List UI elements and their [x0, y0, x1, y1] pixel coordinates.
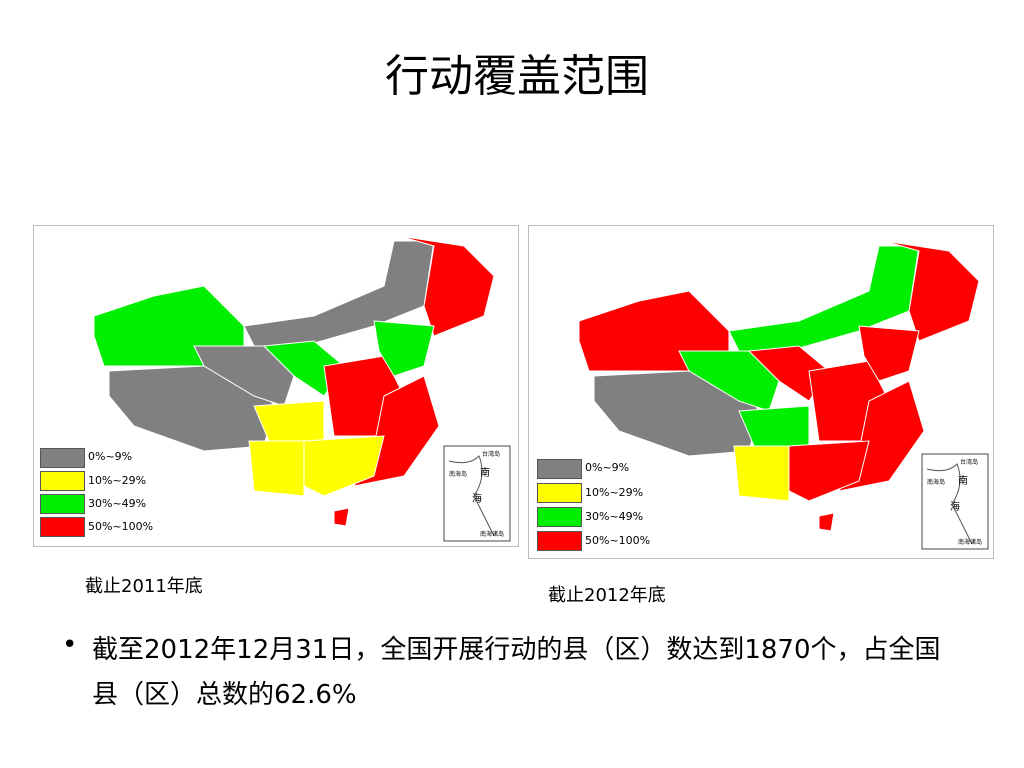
- region: [818, 512, 835, 532]
- legend-swatch: [40, 448, 85, 468]
- legend-label: 10%~29%: [88, 474, 147, 487]
- region: [303, 435, 385, 497]
- inset-coast: [448, 455, 495, 537]
- legend-swatch: [40, 517, 85, 537]
- inset-coast: [926, 463, 973, 545]
- region: [398, 235, 495, 337]
- inset-label: 南海诸岛: [480, 530, 504, 538]
- inset-label: 南海诸岛: [958, 538, 982, 546]
- inset-label: 南海岛: [927, 478, 945, 486]
- region: [373, 320, 435, 377]
- region: [858, 325, 920, 382]
- legend-label: 50%~100%: [88, 520, 154, 533]
- legend-label: 30%~49%: [585, 510, 644, 523]
- legend-swatch: [537, 507, 582, 527]
- region: [248, 440, 305, 497]
- caption: 截止2012年底: [548, 585, 666, 606]
- map-panel: 台湾岛南海岛 南海南海诸岛 0%~9% 10%~29% 30%~49% 50%~100%: [528, 225, 994, 559]
- inset-label: 海: [472, 492, 482, 505]
- inset-label: 台湾岛: [482, 450, 500, 458]
- legend-label: 0%~9%: [585, 461, 630, 474]
- region: [883, 240, 980, 342]
- legend-swatch: [537, 531, 582, 551]
- region: [788, 440, 870, 502]
- legend-label: 10%~29%: [585, 486, 644, 499]
- legend-swatch: [40, 494, 85, 514]
- bullet-text: 截至2012年12月31日，全国开展行动的县（区）数达到1870个，占全国县（区…: [92, 635, 941, 710]
- legend-swatch: [537, 483, 582, 503]
- legend-label: 0%~9%: [88, 450, 133, 463]
- title: 行动覆盖范围: [385, 51, 649, 102]
- map-panel: 台湾岛南海岛 南海南海诸岛 0%~9% 10%~29% 30%~49% 50%~100%: [33, 225, 519, 547]
- region: [733, 445, 790, 502]
- legend-label: 30%~49%: [88, 497, 147, 510]
- inset-label: 台湾岛: [960, 458, 978, 466]
- legend-label: 50%~100%: [585, 534, 651, 547]
- region: [333, 507, 350, 527]
- legend-swatch: [40, 471, 85, 491]
- inset-label: 南: [958, 474, 968, 487]
- inset-label: 南: [480, 466, 490, 479]
- legend-swatch: [537, 459, 582, 479]
- caption: 截止2011年底: [85, 576, 203, 597]
- bullet-dot: •: [62, 630, 78, 660]
- inset-label: 南海岛: [449, 470, 467, 478]
- inset-label: 海: [950, 500, 960, 513]
